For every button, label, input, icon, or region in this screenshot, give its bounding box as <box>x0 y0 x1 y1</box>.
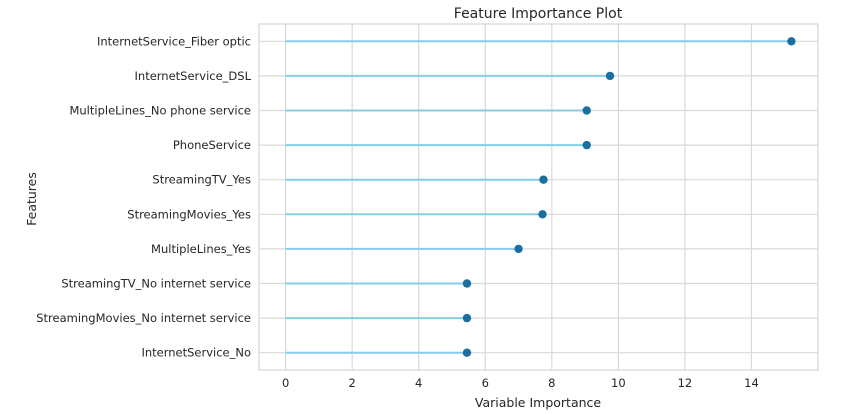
x-tick-label: 4 <box>415 376 422 390</box>
chart-title: Feature Importance Plot <box>454 6 623 22</box>
category-label: StreamingMovies_Yes <box>127 207 251 221</box>
marker <box>605 71 615 81</box>
x-tick-label: 12 <box>678 376 693 390</box>
x-axis-label: Variable Importance <box>475 395 602 410</box>
stems <box>285 40 792 354</box>
markers <box>462 37 796 357</box>
marker <box>514 244 523 254</box>
x-tick-label: 8 <box>548 376 555 390</box>
x-tick-labels: 0 2 4 6 8 10 12 14 <box>282 376 759 390</box>
category-label: MultipleLines_No phone service <box>69 104 251 118</box>
category-label: MultipleLines_Yes <box>151 242 251 256</box>
marker <box>787 37 796 46</box>
marker <box>462 279 472 288</box>
category-label: StreamingTV_Yes <box>152 173 251 187</box>
marker <box>582 140 591 150</box>
marker <box>538 210 547 219</box>
marker <box>462 348 472 357</box>
plot-area <box>258 23 819 371</box>
y-axis-label: Features <box>24 172 39 226</box>
category-label: StreamingTV_No internet service <box>61 277 251 291</box>
y-category-labels: InternetService_Fiber optic InternetServi… <box>36 34 251 359</box>
x-tick-label: 10 <box>611 376 626 390</box>
marker <box>539 175 548 184</box>
category-label: PhoneService <box>173 138 251 152</box>
category-label: StreamingMovies_No internet service <box>36 311 251 325</box>
marker <box>462 313 472 323</box>
x-tick-label: 2 <box>349 376 356 390</box>
x-tick-label: 14 <box>744 376 759 390</box>
marker <box>582 106 591 115</box>
category-label: InternetService_DSL <box>135 69 252 83</box>
category-label: InternetService_Fiber optic <box>97 34 251 48</box>
x-tick-label: 6 <box>482 376 489 390</box>
x-tick-label: 0 <box>282 376 289 390</box>
category-label: InternetService_No <box>141 346 251 360</box>
